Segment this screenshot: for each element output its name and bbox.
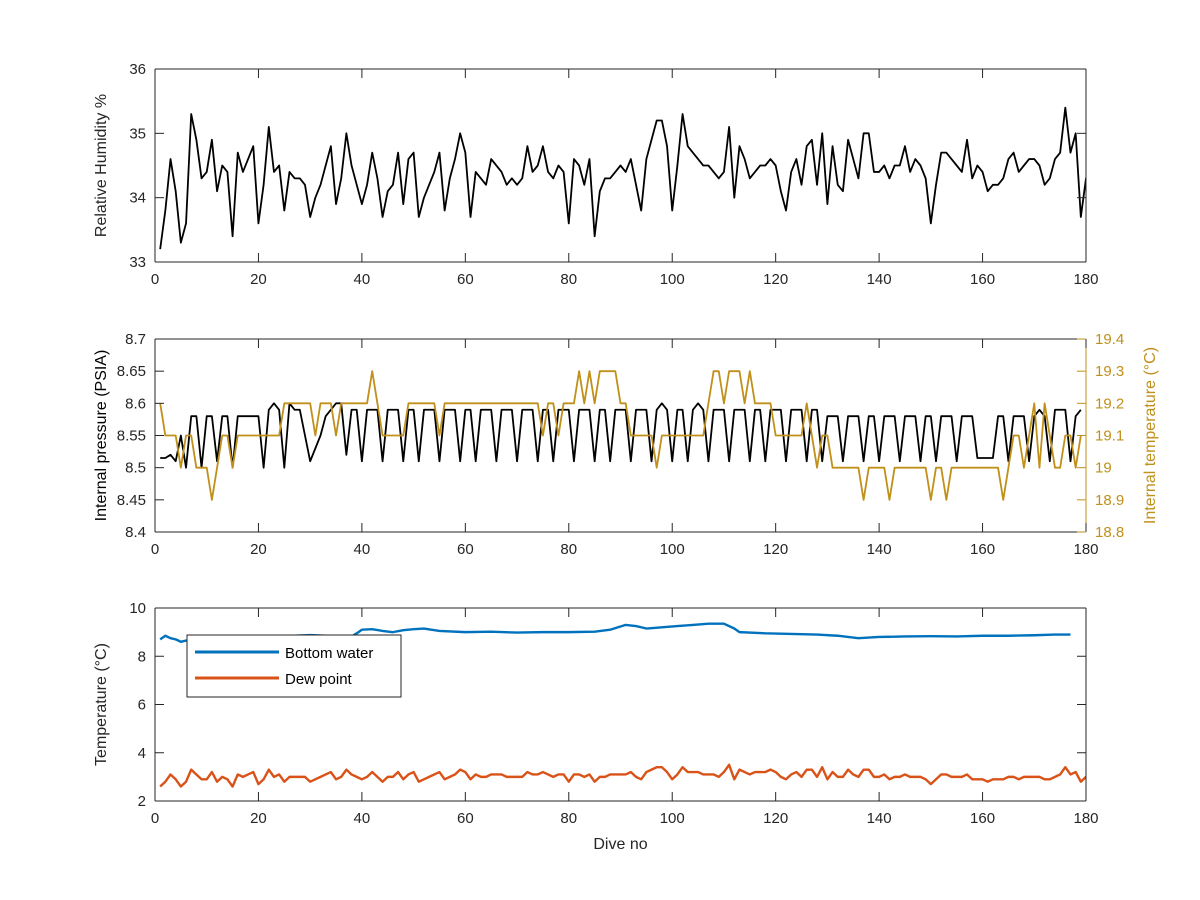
x-tick-label: 120 [763, 271, 788, 288]
x-tick-label: 180 [1073, 810, 1098, 827]
x-tick-label: 60 [457, 271, 474, 288]
y-tick-label-right: 19.3 [1095, 363, 1124, 380]
legend-label: Bottom water [285, 645, 373, 662]
x-tick-label: 100 [660, 271, 685, 288]
x-tick-label: 160 [970, 810, 995, 827]
y-tick-label-right: 19.1 [1095, 428, 1124, 445]
y-axis-label: Internal pressure (PSIA) [93, 350, 110, 522]
x-tick-label: 100 [660, 541, 685, 558]
y-tick-label-right: 19.4 [1095, 331, 1124, 348]
x-tick-label: 0 [151, 271, 159, 288]
y-axis-label: Relative Humidity % [93, 94, 110, 237]
y-tick-label: 36 [129, 61, 146, 78]
x-tick-label: 60 [457, 541, 474, 558]
legend: Bottom water Dew point [186, 634, 402, 698]
x-tick-label: 80 [560, 810, 577, 827]
y-tick-label: 8.7 [125, 331, 146, 348]
y-tick-label: 6 [138, 697, 146, 714]
y-tick-label-right: 18.8 [1095, 524, 1124, 541]
y-tick-label: 8.4 [125, 524, 146, 541]
y-tick-label: 8.6 [125, 395, 146, 412]
x-tick-label: 180 [1073, 271, 1098, 288]
x-tick-label: 120 [763, 810, 788, 827]
x-tick-label: 140 [867, 810, 892, 827]
series-line-left-axis [159, 106, 1086, 250]
x-tick-label: 180 [1073, 541, 1098, 558]
legend-box [186, 634, 402, 698]
y-tick-label: 8 [138, 648, 146, 665]
x-tick-label: 40 [354, 810, 371, 827]
pressure-temperature-panel: 0 20 40 60 80 100 120 140 160 180 8.4 8.45 8.5 8.55 8.… [93, 331, 1159, 558]
x-axis-label: Dive no [593, 836, 647, 853]
y-tick-label: 33 [129, 254, 146, 271]
y-tick-label-right: 18.9 [1095, 492, 1124, 509]
x-tick-label: 40 [354, 541, 371, 558]
x-tick-label: 140 [867, 271, 892, 288]
y-tick-label-right: 19.2 [1095, 395, 1124, 412]
x-tick-label: 20 [250, 541, 267, 558]
y-axis-label-right: Internal temperature (°C) [1142, 347, 1159, 524]
series-line-dew-point [159, 763, 1086, 788]
x-tick-label: 20 [250, 271, 267, 288]
legend-label: Dew point [285, 671, 353, 688]
y-tick-label: 2 [138, 793, 146, 810]
y-tick-label: 4 [138, 745, 146, 762]
y-tick-label: 35 [129, 125, 146, 142]
x-tick-label: 140 [867, 541, 892, 558]
x-tick-label: 160 [970, 541, 995, 558]
x-tick-label: 160 [970, 271, 995, 288]
temperature-panel: 0 20 40 60 80 100 120 140 160 180 2 4 6 8 10 Temperatur… [93, 600, 1099, 853]
x-tick-label: 0 [151, 541, 159, 558]
y-tick-label: 10 [129, 600, 146, 617]
x-tick-label: 20 [250, 810, 267, 827]
x-tick-label: 60 [457, 810, 474, 827]
y-tick-label: 34 [129, 190, 146, 207]
y-tick-label: 8.45 [117, 492, 146, 509]
x-tick-label: 100 [660, 810, 685, 827]
series-line-right-axis [159, 370, 1082, 501]
y-axis-label: Temperature (°C) [93, 643, 110, 766]
y-tick-label: 8.5 [125, 460, 146, 477]
x-tick-label: 120 [763, 541, 788, 558]
x-tick-label: 80 [560, 541, 577, 558]
series-line-left-axis [160, 402, 1082, 469]
y-tick-label-right: 19 [1095, 460, 1112, 477]
y-tick-label: 8.55 [117, 428, 146, 445]
humidity-panel: 0 20 40 60 80 100 120 140 160 180 33 34 35 36 Relative… [93, 61, 1099, 288]
x-tick-label: 0 [151, 810, 159, 827]
x-tick-label: 80 [560, 271, 577, 288]
y-tick-label: 8.65 [117, 363, 146, 380]
x-tick-label: 40 [354, 271, 371, 288]
